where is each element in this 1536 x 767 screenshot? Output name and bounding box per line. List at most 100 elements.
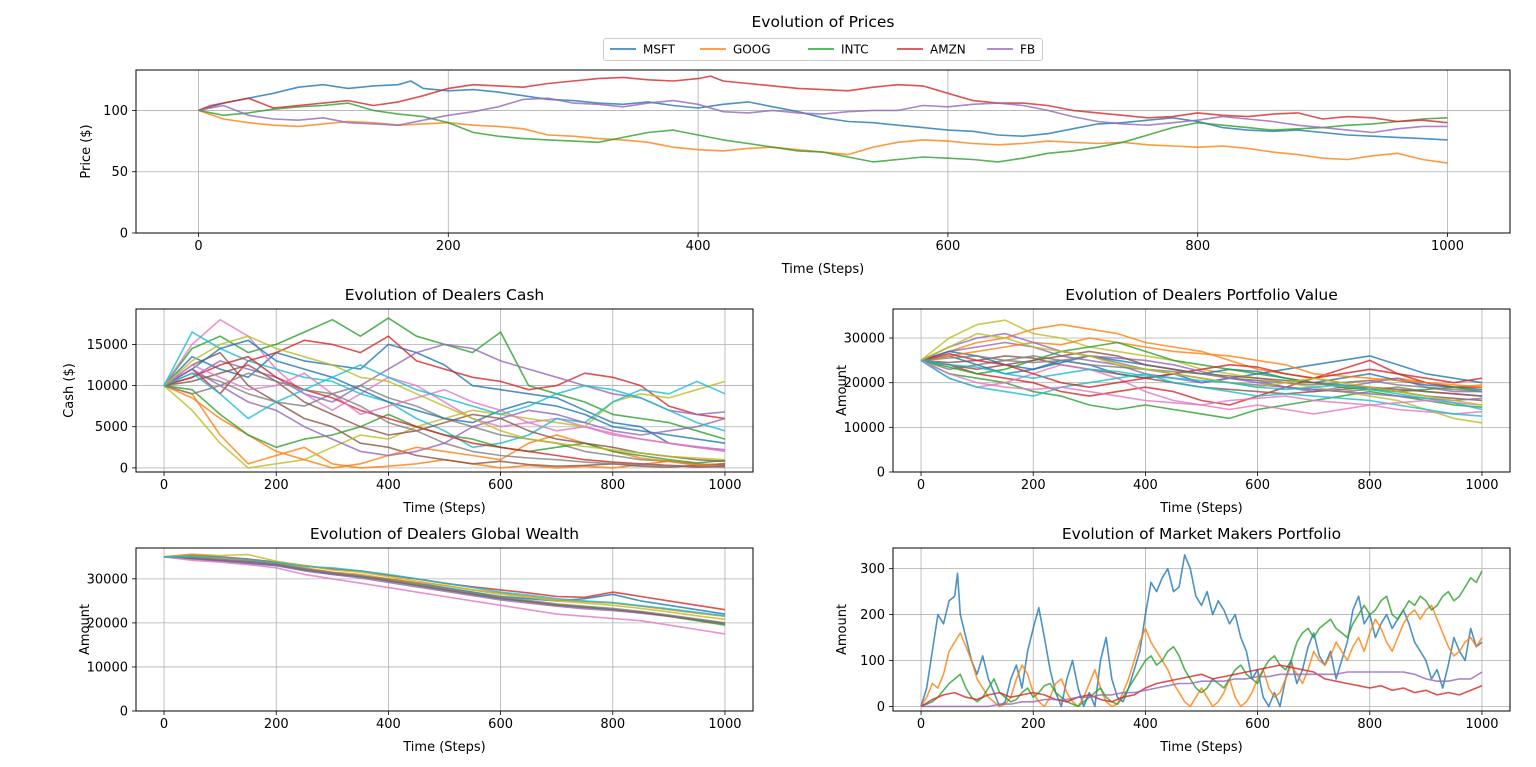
dealers-portfolio-xtick-label: 800 bbox=[1357, 478, 1382, 493]
dealers-cash-axes-frame bbox=[135, 308, 754, 473]
dealers-cash-xtick-label: 600 bbox=[488, 478, 513, 493]
market-makers-chart: 0 200 400 600 800 1000 0 100 200 300 Evolution of … bbox=[835, 525, 1511, 755]
prices-xtick-label: 0 bbox=[194, 239, 202, 254]
dealers-portfolio-series-group bbox=[920, 319, 1483, 424]
dealers-portfolio-axes-frame bbox=[892, 308, 1511, 473]
prices-xtick-label: 1000 bbox=[1431, 239, 1464, 254]
market-makers-ytick-label: 100 bbox=[860, 654, 885, 669]
dealers-portfolio-xlabel: Time (Steps) bbox=[1159, 501, 1242, 516]
prices-title: Evolution of Prices bbox=[752, 13, 895, 31]
legend-label-intc: INTC bbox=[841, 43, 869, 57]
prices-line-intc bbox=[198, 102, 1448, 163]
dealers-portfolio-ytick-label: 0 bbox=[877, 466, 885, 481]
market-makers-line-series-4 bbox=[920, 664, 1483, 708]
dealers-portfolio-ytick-label: 20000 bbox=[844, 376, 885, 391]
dealers-wealth-xtick-label: 200 bbox=[264, 717, 289, 732]
dealers-wealth-ytick-label: 20000 bbox=[87, 616, 128, 631]
dealers-cash-ytick-label: 5000 bbox=[95, 420, 128, 435]
market-makers-xlabel: Time (Steps) bbox=[1159, 740, 1242, 755]
dealers-wealth-ytick-label: 30000 bbox=[87, 572, 128, 587]
dealers-cash-line-series-6 bbox=[163, 351, 726, 468]
dealers-portfolio-line-series-17 bbox=[920, 359, 1483, 406]
dealers-portfolio-xtick-label: 0 bbox=[917, 478, 925, 493]
dealers-portfolio-line-series-15 bbox=[920, 332, 1483, 402]
dealers-cash-line-series-11 bbox=[163, 339, 726, 444]
dealers-portfolio-chart: 0 200 400 600 800 10000100002000030000Evoluti… bbox=[835, 286, 1511, 516]
dealers-portfolio-line-series-11 bbox=[920, 350, 1483, 391]
market-makers-xtick-label: 400 bbox=[1133, 717, 1158, 732]
prices-xtick-label: 200 bbox=[436, 239, 461, 254]
dealers-cash-xtick-label: 1000 bbox=[708, 478, 741, 493]
dealers-cash-xtick-label: 400 bbox=[376, 478, 401, 493]
dealers-portfolio-xtick-label: 600 bbox=[1245, 478, 1270, 493]
dealers-cash-ylabel: Cash ($) bbox=[62, 363, 77, 418]
market-makers-xtick-label: 600 bbox=[1245, 717, 1270, 732]
dealers-cash-chart: 0 200 400 600 800 1000050001000015000Evolutio… bbox=[62, 286, 754, 516]
market-makers-line-series-1 bbox=[920, 554, 1483, 708]
dealers-portfolio-ytick-label: 30000 bbox=[844, 332, 885, 347]
dealers-cash-line-series-16 bbox=[163, 364, 726, 463]
dealers-cash-line-series-5 bbox=[163, 343, 726, 416]
dealers-cash-series-group bbox=[163, 317, 726, 469]
dealers-cash-xtick-label: 0 bbox=[160, 478, 168, 493]
prices-series-group bbox=[198, 75, 1448, 164]
dealers-portfolio-xtick-label: 200 bbox=[1021, 478, 1046, 493]
prices-line-amzn bbox=[198, 75, 1448, 124]
dealers-portfolio-ylabel: Amount bbox=[835, 365, 850, 416]
prices-xlabel: Time (Steps) bbox=[781, 262, 864, 277]
dealers-cash-xtick-label: 800 bbox=[600, 478, 625, 493]
prices-line-fb bbox=[198, 97, 1448, 134]
dealers-wealth-line-series-9 bbox=[163, 553, 726, 621]
dealers-portfolio-xtick-label: 400 bbox=[1133, 478, 1158, 493]
dealers-wealth-line-series-5 bbox=[163, 556, 726, 624]
dealers-wealth-line-series-7 bbox=[163, 556, 726, 635]
dealers-wealth-ytick-label: 10000 bbox=[87, 660, 128, 675]
dealers-wealth-ytick-label: 0 bbox=[120, 705, 128, 720]
dealers-cash-line-series-1 bbox=[163, 343, 726, 451]
prices-chart: 0 200 400 600 800 1000 0 50 100 Evolution of Pric… bbox=[79, 13, 1511, 277]
dealers-portfolio-line-series-14 bbox=[920, 352, 1483, 389]
dealers-portfolio-ytick-label: 10000 bbox=[844, 421, 885, 436]
market-makers-axes-frame bbox=[892, 547, 1511, 712]
dealers-wealth-xtick-label: 400 bbox=[376, 717, 401, 732]
prices-ytick-label: 0 bbox=[120, 227, 128, 242]
prices-ylabel: Price ($) bbox=[79, 124, 94, 178]
dealers-wealth-series-group bbox=[163, 553, 726, 635]
market-makers-ytick-label: 200 bbox=[860, 608, 885, 623]
market-makers-xtick-label: 200 bbox=[1021, 717, 1046, 732]
prices-xtick-label: 800 bbox=[1185, 239, 1210, 254]
dealers-wealth-xtick-label: 800 bbox=[600, 717, 625, 732]
dealers-wealth-chart: 0 200 400 600 800 10000100002000030000Evoluti… bbox=[78, 525, 754, 755]
market-makers-title: Evolution of Market Makers Portfolio bbox=[1062, 525, 1341, 543]
dealers-portfolio-title: Evolution of Dealers Portfolio Value bbox=[1065, 286, 1338, 304]
dealers-wealth-xtick-label: 0 bbox=[160, 717, 168, 732]
dealers-cash-line-series-17 bbox=[163, 364, 726, 451]
legend-label-fb: FB bbox=[1020, 43, 1035, 57]
prices-xtick-label: 600 bbox=[935, 239, 960, 254]
prices-ytick-label: 100 bbox=[103, 104, 128, 119]
market-makers-line-series-3 bbox=[920, 570, 1483, 708]
dealers-wealth-ylabel: Amount bbox=[78, 604, 93, 655]
dealers-cash-line-series-14 bbox=[163, 355, 726, 468]
market-makers-xtick-label: 1000 bbox=[1465, 717, 1498, 732]
dealers-wealth-xlabel: Time (Steps) bbox=[402, 740, 485, 755]
dealers-wealth-xtick-label: 1000 bbox=[708, 717, 741, 732]
legend-label-goog: GOOG bbox=[733, 43, 771, 57]
dealers-cash-ytick-label: 15000 bbox=[87, 338, 128, 353]
market-makers-line-series-2 bbox=[920, 604, 1483, 708]
dealers-cash-ytick-label: 0 bbox=[120, 461, 128, 476]
prices-xtick-label: 400 bbox=[686, 239, 711, 254]
market-makers-xtick-label: 0 bbox=[917, 717, 925, 732]
market-makers-line-series-5 bbox=[921, 671, 1483, 708]
dealers-cash-title: Evolution of Dealers Cash bbox=[345, 286, 544, 304]
prices-line-msft bbox=[198, 80, 1448, 141]
prices-ytick-label: 50 bbox=[111, 165, 128, 180]
dealers-wealth-axes-frame bbox=[135, 547, 754, 712]
market-makers-xtick-label: 800 bbox=[1357, 717, 1382, 732]
dealers-portfolio-line-series-20 bbox=[920, 359, 1483, 411]
dealers-wealth-line-series-10 bbox=[163, 555, 726, 617]
dealers-cash-ytick-label: 10000 bbox=[87, 379, 128, 394]
market-makers-ytick-label: 0 bbox=[877, 700, 885, 715]
dealers-wealth-xtick-label: 600 bbox=[488, 717, 513, 732]
dealers-cash-line-series-4 bbox=[163, 335, 726, 420]
